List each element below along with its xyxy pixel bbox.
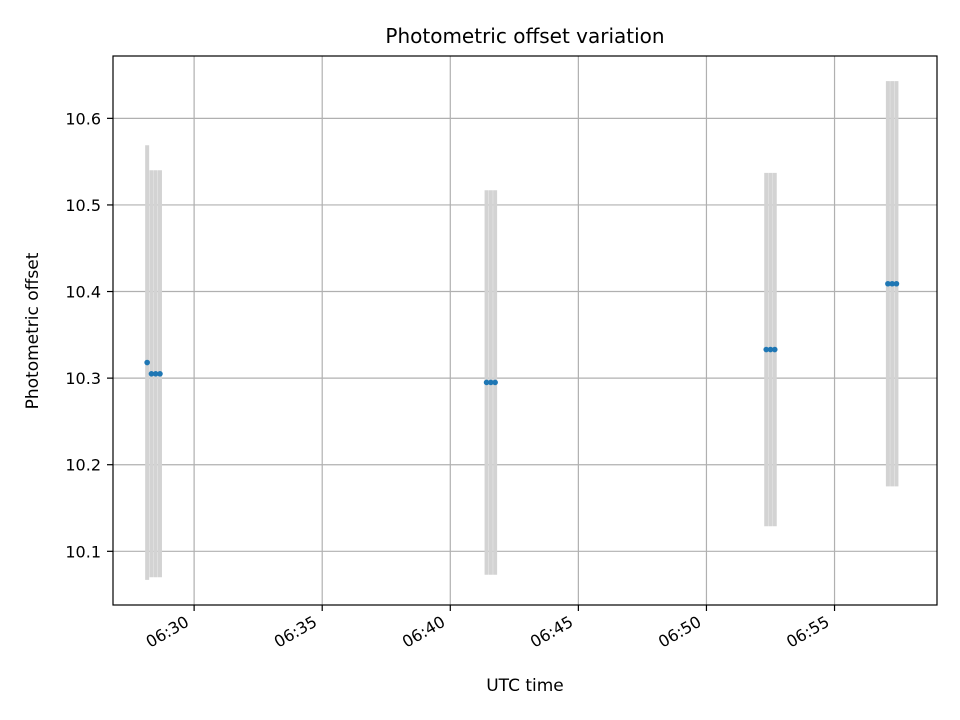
- chart-title: Photometric offset variation: [385, 24, 664, 48]
- data-point: [488, 379, 494, 386]
- data-point: [148, 370, 155, 377]
- y-tick-label: 10.5: [65, 196, 101, 215]
- y-tick-label: 10.1: [65, 542, 101, 561]
- y-axis: 10.1 10.2 10.3 10.4 10.5 10.6: [65, 109, 113, 561]
- y-tick-label: 10.6: [65, 109, 101, 128]
- y-tick-label: 10.4: [65, 283, 101, 302]
- data-point: [893, 280, 900, 287]
- data-point: [767, 346, 774, 353]
- data-point: [157, 370, 163, 377]
- y-tick-label: 10.3: [65, 369, 101, 388]
- x-axis-title: UTC time: [486, 676, 564, 696]
- data-point: [763, 346, 770, 353]
- y-tick-label: 10.2: [65, 456, 101, 475]
- data-point: [483, 379, 490, 386]
- data-point: [889, 280, 895, 287]
- data-point: [885, 280, 891, 287]
- data-point: [152, 370, 159, 377]
- plot-frame: [112, 55, 938, 606]
- data-point: [144, 359, 150, 366]
- grid: [113, 56, 937, 605]
- data-point: [492, 379, 498, 386]
- y-axis-title: Photometric offset: [23, 252, 43, 409]
- data-point: [771, 346, 778, 353]
- data-points: [144, 280, 900, 386]
